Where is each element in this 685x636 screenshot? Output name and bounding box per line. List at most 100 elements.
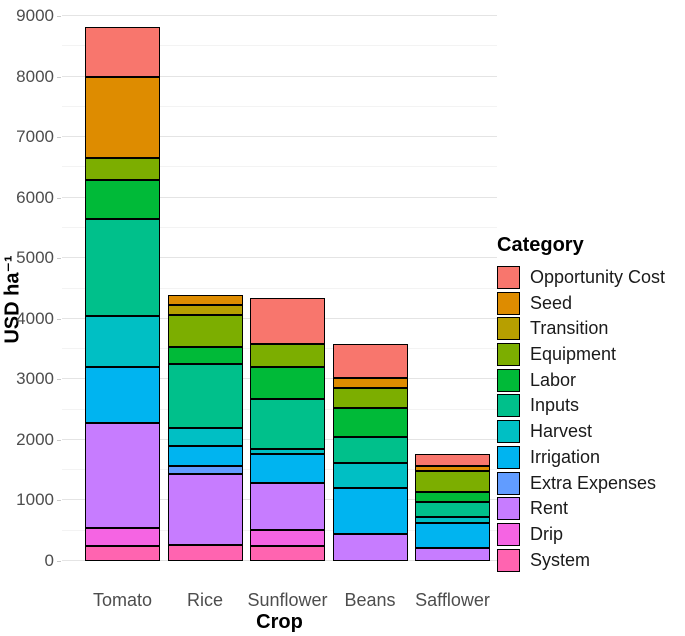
minor-gridline-7500	[62, 105, 497, 107]
bar-segment-tomato-irrigation	[85, 367, 160, 423]
bar-segment-safflower-irrigation	[415, 522, 490, 548]
major-gridline-8000	[62, 75, 497, 77]
major-gridline-6000	[62, 196, 497, 198]
x-tick-label-beans: Beans	[344, 590, 396, 610]
bar-segment-safflower-opportunity-cost	[415, 454, 490, 466]
y-tick-label-9000: 9000	[16, 6, 54, 25]
legend-label-extra-expenses: Extra Expenses	[530, 472, 657, 493]
y-tick-label-3000: 3000	[16, 369, 54, 389]
legend-item-drip: Drip	[497, 522, 665, 546]
bar-segment-tomato-seed	[85, 76, 160, 159]
y-tick-label-2000: 2000	[16, 429, 54, 449]
minor-gridline-4500	[62, 287, 497, 289]
legend-item-transition: Transition	[497, 317, 665, 341]
bar-segment-safflower-equipment	[415, 470, 490, 492]
legend-item-opportunity-cost: Opportunity Cost	[497, 266, 665, 289]
legend-label-seed: Seed	[530, 292, 573, 313]
bar-segment-sunflower-equipment	[250, 344, 325, 368]
x-axis-title: Crop	[256, 611, 303, 633]
bar-segment-sunflower-system	[250, 545, 325, 561]
x-tick-label-tomato: Tomato	[92, 590, 153, 610]
y-tick-mark-5000	[57, 258, 61, 260]
bar-segment-beans-rent	[332, 533, 408, 561]
legend-label-drip: Drip	[530, 523, 564, 544]
bar-segment-rice-inputs	[167, 363, 243, 428]
bar-segment-tomato-opportunity-cost	[85, 26, 160, 77]
y-tick-label-4000: 4000	[16, 308, 54, 328]
bar-segment-beans-irrigation	[332, 487, 408, 534]
legend-items: Opportunity Cost Seed Transition Equipment L…	[497, 266, 665, 572]
y-tick-mark-2000	[57, 439, 61, 441]
bar-segment-tomato-inputs	[85, 218, 160, 316]
legend-item-harvest: Harvest	[497, 420, 665, 444]
bar-segment-safflower-seed	[415, 465, 490, 471]
bar-segment-rice-transition	[167, 304, 243, 315]
bar-segment-beans-equipment	[332, 388, 408, 409]
bar-segment-sunflower-harvest	[250, 449, 325, 455]
bar-segment-tomato-drip	[85, 528, 160, 546]
y-tick-label-6000: 6000	[16, 187, 54, 207]
bar-segment-tomato-system	[85, 545, 160, 561]
y-tick-mark-0	[57, 561, 61, 562]
bar-segment-sunflower-inputs	[250, 398, 325, 449]
legend-item-equipment: Equipment	[497, 343, 665, 367]
y-tick-label-0: 0	[44, 551, 54, 570]
legend-swatch-labor	[497, 368, 520, 392]
major-gridline-7000	[62, 136, 497, 138]
bar-segment-rice-harvest	[167, 427, 243, 446]
y-tick-label-5000: 5000	[16, 248, 54, 268]
legend-swatch-rent	[497, 497, 520, 521]
legend-swatch-drip	[497, 522, 520, 546]
bar-segment-tomato-rent	[85, 422, 160, 529]
minor-gridline-8500	[62, 45, 497, 47]
legend-swatch-inputs	[497, 394, 520, 418]
bar-segment-sunflower-opportunity-cost	[250, 297, 325, 345]
bar-segment-tomato-labor	[85, 179, 160, 219]
legend-label-transition: Transition	[530, 318, 609, 339]
legend-item-inputs: Inputs	[497, 394, 665, 418]
y-tick-mark-7000	[57, 137, 61, 139]
legend-label-irrigation: Irrigation	[530, 446, 601, 467]
bar-segment-safflower-inputs	[415, 501, 490, 517]
legend-swatch-seed	[497, 291, 520, 315]
legend-swatch-irrigation	[497, 445, 520, 469]
legend-item-rent: Rent	[497, 497, 665, 521]
bar-segment-rice-seed	[167, 294, 243, 305]
legend-label-opportunity-cost: Opportunity Cost	[530, 267, 666, 287]
bar-segment-safflower-harvest	[415, 516, 490, 523]
bar-segment-sunflower-drip	[250, 529, 325, 546]
x-tick-label-safflower: Safflower	[415, 590, 490, 610]
minor-gridline-5500	[62, 226, 497, 228]
bar-segment-beans-opportunity-cost	[332, 344, 408, 378]
legend-label-harvest: Harvest	[530, 421, 593, 442]
bar-segment-beans-inputs	[332, 436, 408, 463]
bar-segment-beans-seed	[332, 377, 408, 389]
legend-label-inputs: Inputs	[530, 395, 580, 416]
bar-segment-safflower-labor	[415, 491, 490, 502]
legend-item-system: System	[497, 548, 665, 572]
legend-swatch-opportunity-cost	[497, 266, 520, 289]
legend-label-system: System	[530, 549, 591, 570]
minor-gridline-6500	[62, 166, 497, 168]
legend-swatch-harvest	[497, 420, 520, 444]
legend-item-labor: Labor	[497, 368, 665, 392]
y-tick-label-7000: 7000	[16, 127, 54, 147]
y-tick-mark-4000	[57, 318, 61, 320]
y-tick-mark-9000	[57, 16, 61, 17]
bar-segment-rice-rent	[167, 474, 243, 546]
legend-swatch-system	[497, 548, 520, 572]
legend-item-seed: Seed	[497, 291, 665, 315]
legend-title: Category	[497, 234, 584, 256]
y-tick-label-8000: 8000	[16, 66, 54, 86]
y-tick-mark-3000	[57, 379, 61, 381]
legend-label-rent: Rent	[530, 498, 569, 519]
bar-segment-rice-extra-expenses	[167, 465, 243, 475]
bar-segment-sunflower-labor	[250, 367, 325, 399]
legend-swatch-equipment	[497, 343, 520, 367]
y-tick-mark-8000	[57, 76, 61, 78]
y-tick-mark-1000	[57, 500, 61, 502]
y-tick-mark-6000	[57, 197, 61, 199]
major-gridline-9000	[62, 15, 497, 16]
bar-segment-rice-labor	[167, 347, 243, 364]
